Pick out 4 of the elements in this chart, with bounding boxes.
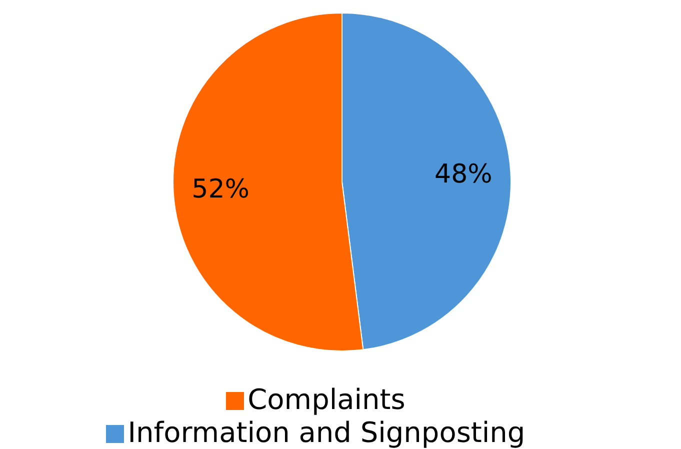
data-label: 52%: [192, 174, 250, 205]
data-label: 48%: [434, 159, 492, 190]
legend-label: Information and Signposting: [128, 416, 526, 449]
legend-label: Complaints: [248, 383, 406, 416]
